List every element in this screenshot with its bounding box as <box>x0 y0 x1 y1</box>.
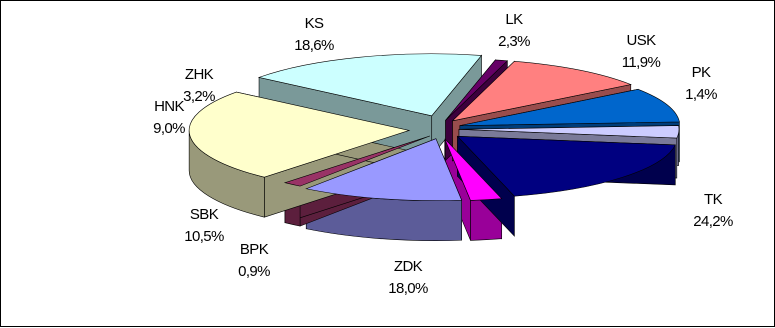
pie-slice-zhk <box>458 125 680 139</box>
slice-percent-ks: 18,6% <box>294 37 334 54</box>
pie-slice-bpk <box>445 59 509 121</box>
slice-percent-zdk: 18,0% <box>388 280 428 297</box>
slice-percent-bpk: 0,9% <box>238 263 270 280</box>
pie-slice-pk <box>283 135 430 187</box>
pie-slice-usk <box>305 138 463 201</box>
pie-slice-sbk <box>451 61 632 122</box>
slice-name-tk: TK <box>704 191 723 208</box>
pie-slice-lk <box>444 138 503 201</box>
pie-slice-tk <box>188 91 411 178</box>
slice-percent-tk: 24,2% <box>693 213 733 230</box>
slice-percent-sbk: 10,5% <box>184 228 224 245</box>
slice-name-pk: PK <box>692 64 711 81</box>
slice-percent-zhk: 3,2% <box>183 88 215 105</box>
slice-name-ks: KS <box>305 15 324 32</box>
slice-percent-lk: 2,3% <box>498 33 530 50</box>
slice-percent-hnk: 9,0% <box>153 120 185 137</box>
slice-name-hnk: HNK <box>154 98 184 115</box>
slice-percent-pk: 1,4% <box>685 86 717 103</box>
pie-slice-ks <box>456 135 676 197</box>
slice-name-usk: USK <box>626 32 656 49</box>
slice-name-sbk: SBK <box>190 206 219 223</box>
pie-slice-hnk <box>459 88 680 126</box>
slice-name-bpk: BPK <box>240 241 269 258</box>
slice-name-zdk: ZDK <box>394 258 423 275</box>
slice-name-lk: LK <box>505 11 523 28</box>
slice-percent-usk: 11,9% <box>622 54 661 71</box>
pie-slice-zdk <box>257 53 483 117</box>
slice-name-zhk: ZHK <box>185 66 214 83</box>
